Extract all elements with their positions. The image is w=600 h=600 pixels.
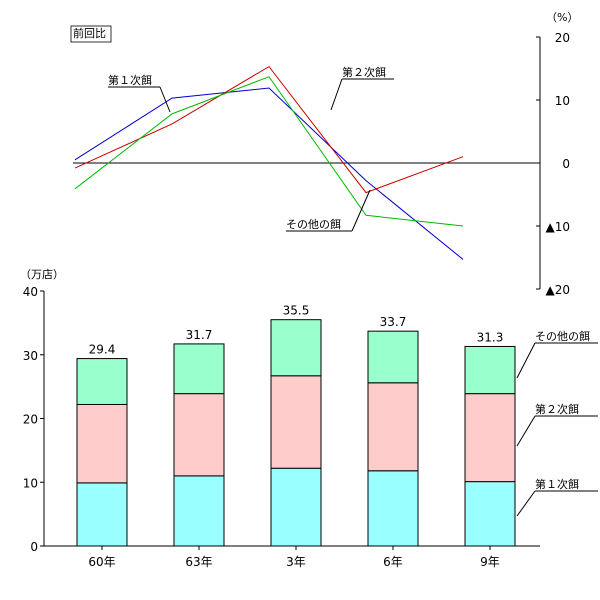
bar-chart: （万店） 0 10 20 30 40 60年 63年 3年 6年 9年 29.4 31.7 35.5…: [20, 267, 598, 569]
bar-segment-2: [367, 382, 419, 472]
bar-legend-label-1: 第１次餌: [535, 477, 579, 491]
bar-x-tick-label: 3年: [286, 555, 306, 569]
line-y-tick-label: 10: [555, 94, 570, 108]
bar-x-tick-label: 9年: [480, 555, 500, 569]
line-y-tick-label: ▲20: [546, 283, 571, 297]
line-label-leader: [351, 189, 371, 232]
line-label-3: その他の餌: [286, 217, 341, 231]
bar-segment-3: [367, 330, 419, 384]
line-y-tick-label: 20: [555, 31, 570, 45]
line-chart-title: 前回比: [73, 26, 106, 40]
bar-y-tick-label: 10: [23, 476, 38, 490]
line-chart-title-box: [70, 25, 112, 43]
bar-segment-1: [367, 470, 419, 547]
bar-segment-2: [270, 375, 322, 469]
line-y-tick-label: ▲10: [546, 220, 571, 234]
line-label-1: 第１次餌: [108, 73, 152, 87]
bar-segment-3: [464, 345, 516, 395]
line-y-tick-label: 0: [562, 157, 570, 171]
bar-y-tick-label: 0: [30, 540, 38, 554]
bar-segment-1: [76, 482, 128, 547]
bar-segment-2: [76, 403, 128, 484]
bar-y-tick-label: 40: [23, 285, 38, 299]
bar-segment-2: [173, 393, 225, 477]
line-label-2: 第２次餌: [342, 65, 386, 79]
line-label-leader: [159, 86, 171, 113]
bar-segment-3: [270, 319, 322, 377]
bar-segment-1: [173, 475, 225, 547]
bar-segment-1: [270, 467, 322, 547]
bar-total-label: 35.5: [283, 304, 310, 318]
bar-y-tick-label: 30: [23, 349, 38, 363]
bar-y-tick-label: 20: [23, 413, 38, 427]
line-label-leader: [330, 78, 343, 111]
bar-segment-2: [464, 393, 516, 483]
bar-total-label: 29.4: [89, 343, 116, 357]
bar-chart-y-unit: （万店）: [20, 267, 64, 281]
bar-x-tick-label: 60年: [88, 555, 115, 569]
bar-segment-1: [464, 481, 516, 547]
bar-x-tick-label: 6年: [383, 555, 403, 569]
line-series-1: [74, 87, 464, 260]
bar-segment-3: [173, 343, 225, 395]
bar-total-label: 31.3: [477, 330, 504, 344]
bar-legend-label-2: 第２次餌: [535, 402, 579, 416]
bar-total-label: 31.7: [186, 328, 213, 342]
bar-x-tick-label: 63年: [185, 555, 212, 569]
bar-legend-leader: [516, 415, 536, 447]
bar-legend-leader: [516, 342, 536, 379]
bar-legend-leader: [516, 490, 536, 517]
bar-legend-label-3: その他の餌: [535, 329, 590, 343]
bar-segment-3: [76, 358, 128, 405]
line-chart-y-unit: （%）: [546, 11, 578, 24]
bar-total-label: 33.7: [380, 315, 407, 329]
line-series-3: [74, 76, 464, 227]
